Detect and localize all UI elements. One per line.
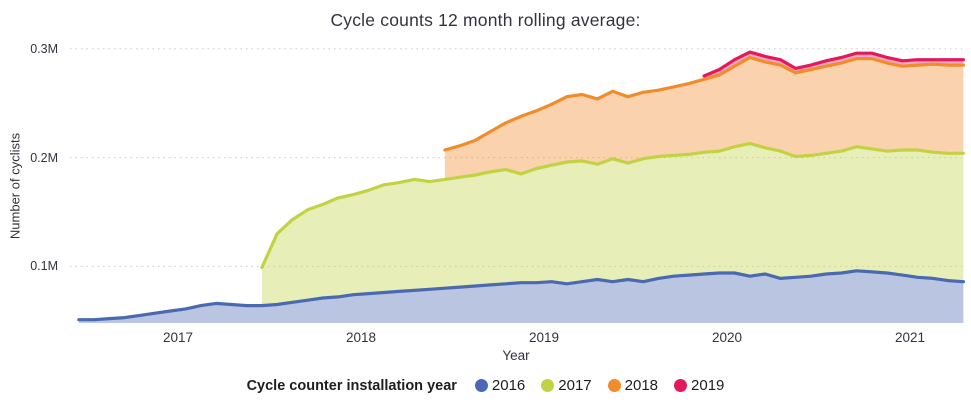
legend-dot-2017 (541, 379, 555, 392)
x-tick-2019: 2019 (528, 330, 560, 345)
legend-item-2019[interactable]: 2019 (674, 377, 724, 394)
legend-title: Cycle counter installation year (246, 377, 457, 394)
legend-dot-2018 (607, 379, 621, 392)
chart-title: Cycle counts 12 month rolling average: (330, 10, 641, 30)
y-tick-0.1M: 0.1M (30, 259, 58, 274)
line-2019 (702, 50, 965, 78)
area-2018 (444, 57, 964, 180)
y-tick-0.2M: 0.2M (30, 150, 58, 165)
y-tick-0.3M: 0.3M (30, 41, 58, 56)
x-tick-2020: 2020 (711, 330, 743, 345)
legend-label: 2018 (624, 377, 659, 394)
legend-dot-2016 (474, 379, 488, 392)
legend-label: 2016 (491, 377, 526, 394)
x-axis-title: Year (502, 348, 530, 363)
legend-label: 2017 (558, 377, 592, 394)
legend-items: 2016 2017 2018 2019 (474, 377, 724, 394)
x-tick-2017: 2017 (162, 330, 194, 345)
line-2018 (443, 55, 965, 152)
x-axis-ticks: 2017 2018 2019 2020 2021 (0, 330, 971, 346)
area-2019 (704, 52, 964, 80)
legend-label: 2019 (691, 377, 725, 394)
legend-item-2016[interactable]: 2016 (474, 377, 526, 394)
x-tick-2018: 2018 (345, 330, 377, 345)
legend-item-2017[interactable]: 2017 (541, 377, 592, 394)
legend-item-2018[interactable]: 2018 (607, 377, 659, 394)
legend: Cycle counter installation year 2016 2017… (0, 377, 971, 394)
x-tick-2021: 2021 (894, 330, 926, 345)
line-2016 (77, 269, 965, 322)
y-axis-ticks: 0.1M 0.2M 0.3M (0, 0, 58, 403)
area-2016 (78, 270, 964, 323)
line-2017 (260, 141, 965, 270)
legend-dot-2019 (674, 379, 688, 392)
area-2017 (261, 143, 964, 306)
